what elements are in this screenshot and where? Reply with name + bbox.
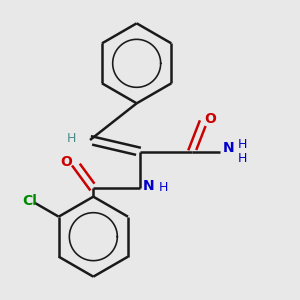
Text: N: N: [142, 179, 154, 193]
Text: H: H: [238, 138, 247, 151]
Text: H: H: [67, 132, 76, 145]
Text: O: O: [61, 155, 73, 169]
Text: H: H: [159, 181, 168, 194]
Text: N: N: [223, 141, 234, 155]
Text: H: H: [238, 152, 247, 166]
Text: O: O: [205, 112, 217, 126]
Text: Cl: Cl: [23, 194, 38, 208]
